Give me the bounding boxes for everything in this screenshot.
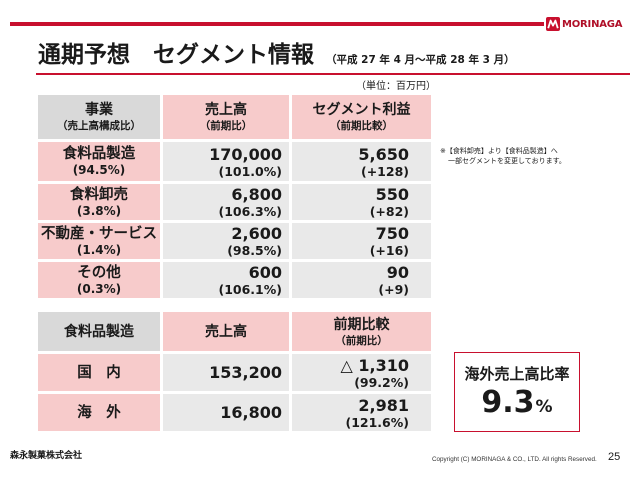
segment-profit-cell: 90 (+9) <box>292 262 431 298</box>
region-sales: 153,200 <box>209 363 282 382</box>
sales-yoy: (101.0%) <box>218 163 283 179</box>
segment-name: 食料卸売 <box>70 186 128 203</box>
sales-value: 6,800 <box>231 185 282 204</box>
profit-value: 550 <box>375 185 409 204</box>
profit-change: (+16) <box>369 243 409 258</box>
region-name: 海 外 <box>77 404 121 421</box>
region-change-cell: △ 1,310 (99.2%) <box>292 354 431 391</box>
food-header-change: 前期比較 （前期比） <box>292 312 431 351</box>
brand-logo-text: MORINAGA <box>562 18 623 30</box>
note-line-1: ※【食料卸売】より【食料品製造】へ <box>440 147 558 155</box>
header-main: 前期比較 <box>333 316 390 333</box>
region-sales: 16,800 <box>220 403 282 422</box>
segment-sales-cell: 170,000 (101.0%) <box>163 142 289 181</box>
sales-value: 170,000 <box>209 144 282 164</box>
profit-change: (+82) <box>369 204 409 219</box>
segment-sales-cell: 600 (106.1%) <box>163 262 289 298</box>
segment-share: (1.4%) <box>76 242 122 257</box>
segment-label-cell: その他 (0.3%) <box>38 262 160 298</box>
overseas-ratio-label: 海外売上高比率 <box>464 365 570 383</box>
overseas-ratio-figure: 9.3 % <box>481 387 552 419</box>
segment-profit-cell: 550 (+82) <box>292 184 431 220</box>
header-sub: （売上高構成比） <box>57 120 141 132</box>
company-name: 森永製菓株式会社 <box>10 451 83 461</box>
sales-yoy: (98.5%) <box>227 243 282 258</box>
title-underline <box>36 73 630 75</box>
segment-name: 不動産・サービス <box>41 225 157 242</box>
morinaga-logo-icon <box>546 17 560 31</box>
header-sub: （前期比） <box>199 120 253 132</box>
segment-table: 事業 （売上高構成比） 売上高 （前期比） セグメント利益 （前期比較） 食料品… <box>38 95 431 298</box>
header-main: 食料品製造 <box>64 323 134 340</box>
food-header-sales: 売上高 <box>163 312 289 351</box>
page-title: 通期予想 セグメント情報 <box>38 42 314 68</box>
profit-change: (+128) <box>361 163 409 179</box>
segment-profit-cell: 5,650 (+128) <box>292 142 431 181</box>
segment-header-sales: 売上高 （前期比） <box>163 95 289 139</box>
page-number: 25 <box>608 451 621 463</box>
profit-value: 5,650 <box>358 144 409 164</box>
overseas-sales-ratio-box: 海外売上高比率 9.3 % <box>454 352 580 432</box>
overseas-ratio-value: 9.3 <box>481 385 535 420</box>
profit-value: 750 <box>375 224 409 243</box>
region-name: 国 内 <box>77 364 121 381</box>
food-manufacturing-table: 食料品製造 売上高 前期比較 （前期比） 国 内 153,200 △ 1,310… <box>38 312 431 431</box>
region-change: △ 1,310 <box>340 355 409 375</box>
overseas-ratio-unit: % <box>535 397 553 417</box>
sales-value: 2,600 <box>231 224 282 243</box>
header-main: 事業 <box>85 102 113 118</box>
note-line-2: 一部セグメントを変更しております。 <box>448 157 566 165</box>
header-sub: （前期比較） <box>330 120 393 132</box>
segment-share: (94.5%) <box>72 163 126 177</box>
segment-profit-cell: 750 (+16) <box>292 223 431 259</box>
header-sub: （前期比） <box>335 334 388 347</box>
segment-name: 食料品製造 <box>62 146 136 162</box>
region-sales-cell: 16,800 <box>163 394 289 431</box>
segment-sales-cell: 6,800 (106.3%) <box>163 184 289 220</box>
sales-yoy: (106.3%) <box>218 204 283 219</box>
unit-label: （単位：百万円） <box>356 81 436 92</box>
segment-change-note: ※【食料卸売】より【食料品製造】へ 一部セグメントを変更しております。 <box>440 146 566 166</box>
page-period: （平成 27 年 4 月〜平成 28 年 3 月） <box>326 54 515 66</box>
region-change: 2,981 <box>358 395 409 415</box>
segment-share: (0.3%) <box>76 281 122 296</box>
region-sales-cell: 153,200 <box>163 354 289 391</box>
region-change-ratio: (99.2%) <box>354 374 409 390</box>
segment-name: その他 <box>77 264 121 281</box>
region-change-ratio: (121.6%) <box>345 414 410 430</box>
header-main: セグメント利益 <box>312 102 411 118</box>
segment-share: (3.8%) <box>76 203 122 218</box>
brand-logo: MORINAGA <box>546 16 623 32</box>
profit-change: (+9) <box>378 282 409 297</box>
segment-sales-cell: 2,600 (98.5%) <box>163 223 289 259</box>
segment-label-cell: 食料卸売 (3.8%) <box>38 184 160 220</box>
segment-header-profit: セグメント利益 （前期比較） <box>292 95 431 139</box>
food-header-segment: 食料品製造 <box>38 312 160 351</box>
sales-value: 600 <box>248 263 282 282</box>
header-main: 売上高 <box>205 323 247 340</box>
sales-yoy: (106.1%) <box>218 282 283 297</box>
profit-value: 90 <box>386 263 409 282</box>
region-label-cell: 国 内 <box>38 354 160 391</box>
region-label-cell: 海 外 <box>38 394 160 431</box>
top-accent-rule <box>10 22 544 26</box>
segment-label-cell: 不動産・サービス (1.4%) <box>38 223 160 259</box>
segment-header-business: 事業 （売上高構成比） <box>38 95 160 139</box>
segment-label-cell: 食料品製造 (94.5%) <box>38 142 160 181</box>
copyright-text: Copyright (C) MORINAGA & CO., LTD. All r… <box>432 456 597 463</box>
region-change-cell: 2,981 (121.6%) <box>292 394 431 431</box>
header-main: 売上高 <box>205 102 247 118</box>
